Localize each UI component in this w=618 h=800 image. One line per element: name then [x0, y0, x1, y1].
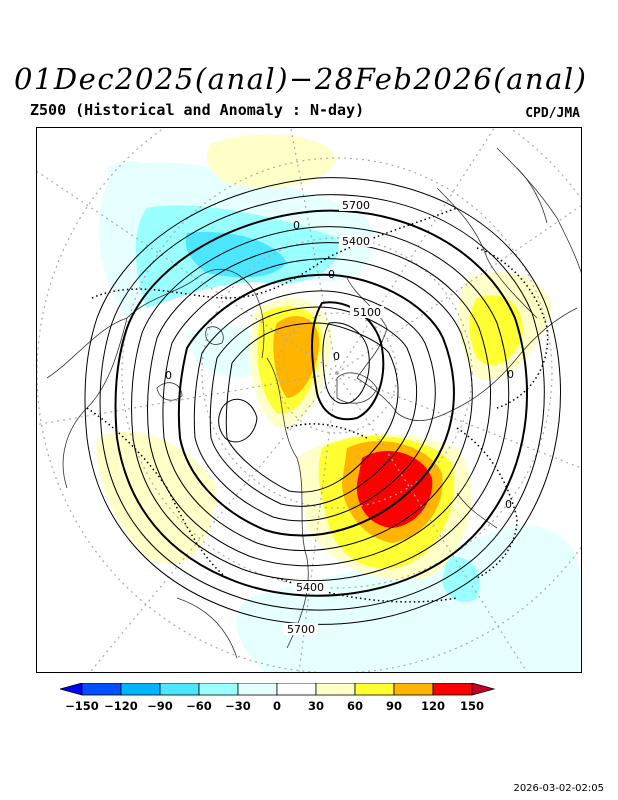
- colorbar-tick-label: −60: [186, 699, 212, 713]
- anomaly-positive-orange-area: [273, 316, 320, 398]
- map-subtitle: Z500 (Historical and Anomaly : N-day): [30, 101, 365, 119]
- anomaly-colorbar: −150 −120 −90 −60 −30 0 30 60 90 120 150: [58, 682, 536, 713]
- colorbar-tick-label: −120: [104, 699, 138, 713]
- anomaly-positive-mid-area: [469, 295, 523, 366]
- contour-label-5400-bottom: 5400: [296, 581, 324, 594]
- graticule: [37, 128, 581, 672]
- contour-label-5700-top: 5700: [342, 199, 370, 212]
- map-canvas: 5700 5400 5100 5400 5700 0 0 0 0 0 0: [37, 128, 581, 672]
- anomaly-negative-weak-area: [236, 526, 581, 672]
- colorbar-swatch: [81, 682, 122, 696]
- zero-anomaly-label: 0: [293, 219, 300, 232]
- colorbar-swatch: [432, 682, 473, 696]
- colorbar-swatch: [159, 682, 200, 696]
- generation-timestamp: 2026-03-02-02:05: [513, 783, 604, 794]
- colorbar-tick-label: 60: [347, 699, 363, 713]
- colorbar-swatch: [120, 682, 161, 696]
- contour-label-5400-top: 5400: [342, 235, 370, 248]
- colorbar-swatch: [276, 682, 317, 696]
- anomaly-negative-mid-area: [442, 557, 480, 603]
- anomaly-positive-weak-area: [207, 134, 337, 188]
- colorbar-tick-label: 150: [460, 699, 484, 713]
- polar-map: 5700 5400 5100 5400 5700 0 0 0 0 0 0: [36, 127, 582, 673]
- contour-label-group: 5700 5400 5100 5400 5700 0 0 0 0 0 0: [165, 199, 514, 636]
- colorbar-extend-high: [471, 682, 496, 696]
- colorbar-swatch: [393, 682, 434, 696]
- colorbar-tick-label: 30: [308, 699, 324, 713]
- anomaly-negative-mid-area: [185, 232, 287, 278]
- zero-anomaly-label: 0: [333, 350, 340, 363]
- zero-anomaly-label: 0: [507, 368, 514, 381]
- zero-anomaly-label: 0: [165, 369, 172, 382]
- colorbar-tick-label: −90: [147, 699, 173, 713]
- zero-anomaly-label: 0: [505, 498, 512, 511]
- credit-label: CPD/JMA: [525, 106, 580, 121]
- colorbar-swatch: [237, 682, 278, 696]
- colorbar-extend-low: [58, 682, 83, 696]
- colorbar-swatch: [315, 682, 356, 696]
- anomaly-positive-weak-area: [96, 431, 217, 565]
- colorbar-tick-label: 120: [421, 699, 445, 713]
- colorbar-tick-label: 0: [273, 699, 281, 713]
- contour-label-5100: 5100: [353, 306, 381, 319]
- height-contours: [84, 177, 561, 625]
- colorbar-tick-label: −150: [65, 699, 99, 713]
- zero-anomaly-label: 0: [328, 268, 335, 281]
- colorbar-swatch: [354, 682, 395, 696]
- colorbar-swatch: [198, 682, 239, 696]
- anomaly-positive-red-area: [356, 450, 433, 528]
- colorbar-tick-label: 90: [386, 699, 402, 713]
- contour-label-5700-bottom: 5700: [287, 623, 315, 636]
- map-title: 01Dec2025(anal)−28Feb2026(anal): [14, 62, 588, 96]
- anomaly-shading: [96, 134, 581, 672]
- anomaly-negative-weak-area: [107, 160, 148, 188]
- colorbar-canvas: −150 −120 −90 −60 −30 0 30 60 90 120 150: [58, 682, 496, 713]
- zero-anomaly-contours: [86, 207, 549, 603]
- colorbar-tick-label: −30: [225, 699, 251, 713]
